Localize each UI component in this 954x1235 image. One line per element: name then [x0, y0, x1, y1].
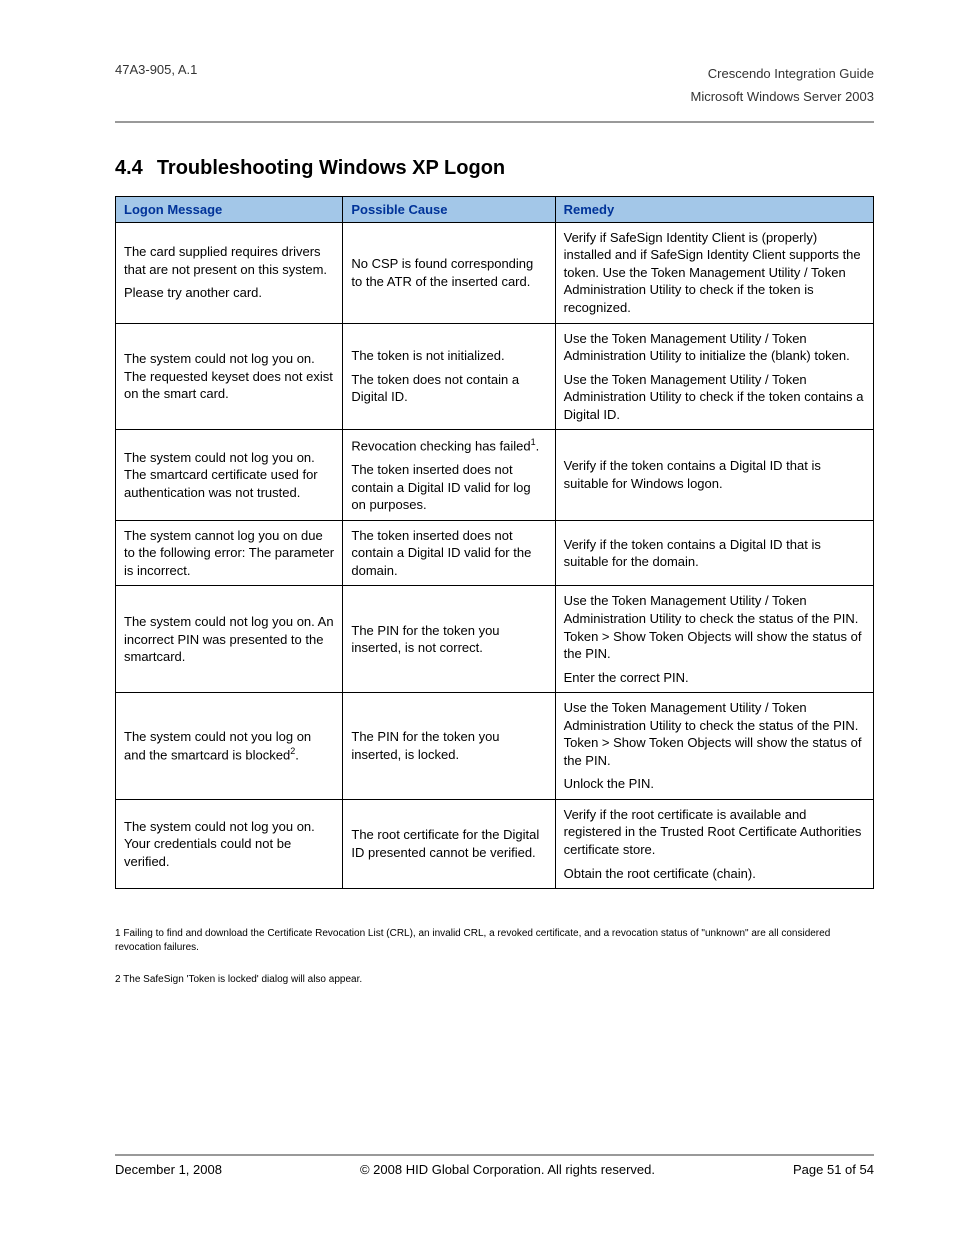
footer-page-number: Page 51 of 54	[793, 1162, 874, 1177]
cell-text: The token is not initialized.	[351, 347, 546, 365]
cell-text: Verify if the token contains a Digital I…	[564, 536, 865, 571]
cell-logon-message: The system could not log you on. An inco…	[116, 586, 343, 693]
cell-logon-message: The system could not log you on. Your cr…	[116, 799, 343, 888]
col-header-remedy: Remedy	[555, 196, 873, 222]
document-page: 47A3-905, A.1 Crescendo Integration Guid…	[0, 0, 954, 1235]
cell-remedy: Verify if the root certificate is availa…	[555, 799, 873, 888]
cell-text: Revocation checking has failed1.	[351, 436, 546, 455]
cell-text: The system cannot log you on due to the …	[124, 527, 334, 580]
table-row: The system cannot log you on due to the …	[116, 520, 874, 586]
footnotes: 1 Failing to find and download the Certi…	[115, 927, 874, 987]
cell-text: Please try another card.	[124, 284, 334, 302]
header-right: Crescendo Integration Guide Microsoft Wi…	[690, 62, 874, 109]
cell-text: The root certificate for the Digital ID …	[351, 826, 546, 861]
troubleshooting-table: Logon Message Possible Cause Remedy The …	[115, 196, 874, 889]
cell-text: The system could not you log on and the …	[124, 728, 334, 764]
cell-possible-cause: The PIN for the token you inserted, is l…	[343, 693, 555, 800]
section-heading: 4.4 Troubleshooting Windows XP Logon	[115, 157, 874, 180]
header-left: 47A3-905, A.1	[115, 62, 197, 109]
cell-possible-cause: No CSP is found corresponding to the ATR…	[343, 222, 555, 323]
cell-possible-cause: The token is not initialized. The token d…	[343, 323, 555, 430]
cell-logon-message: The card supplied requires drivers that …	[116, 222, 343, 323]
cell-text: Use the Token Management Utility / Token…	[564, 371, 865, 424]
cell-remedy: Verify if the token contains a Digital I…	[555, 430, 873, 521]
cell-text: Use the Token Management Utility / Token…	[564, 699, 865, 769]
cell-logon-message: The system could not you log on and the …	[116, 693, 343, 800]
cell-text: No CSP is found corresponding to the ATR…	[351, 255, 546, 290]
col-header-message: Logon Message	[116, 196, 343, 222]
cell-remedy: Use the Token Management Utility / Token…	[555, 586, 873, 693]
table-row: The card supplied requires drivers that …	[116, 222, 874, 323]
cell-remedy: Verify if SafeSign Identity Client is (p…	[555, 222, 873, 323]
table-header-row: Logon Message Possible Cause Remedy	[116, 196, 874, 222]
col-header-cause: Possible Cause	[343, 196, 555, 222]
table-body: The card supplied requires drivers that …	[116, 222, 874, 888]
cell-remedy: Use the Token Management Utility / Token…	[555, 323, 873, 430]
cell-text: The token does not contain a Digital ID.	[351, 371, 546, 406]
page-footer: December 1, 2008 © 2008 HID Global Corpo…	[115, 1156, 874, 1177]
table-row: The system could not log you on. Your cr…	[116, 799, 874, 888]
cell-text: The PIN for the token you inserted, is l…	[351, 728, 546, 763]
cell-possible-cause: Revocation checking has failed1. The toke…	[343, 430, 555, 521]
header-right-line1: Crescendo Integration Guide	[690, 62, 874, 85]
cell-text: The token inserted does not contain a Di…	[351, 527, 546, 580]
cell-text: The system could not log you on. Your cr…	[124, 818, 334, 871]
cell-logon-message: The system cannot log you on due to the …	[116, 520, 343, 586]
cell-text: Enter the correct PIN.	[564, 669, 865, 687]
table-row: The system could not log you on. The sma…	[116, 430, 874, 521]
cell-possible-cause: The root certificate for the Digital ID …	[343, 799, 555, 888]
cell-text: The token inserted does not contain a Di…	[351, 461, 546, 514]
cell-text: Unlock the PIN.	[564, 775, 865, 793]
footnote-2: 2 The SafeSign 'Token is locked' dialog …	[115, 973, 874, 987]
cell-remedy: Use the Token Management Utility / Token…	[555, 693, 873, 800]
cell-text: The system could not log you on. The req…	[124, 350, 334, 403]
cell-text: The card supplied requires drivers that …	[124, 243, 334, 278]
header-right-line2: Microsoft Windows Server 2003	[690, 85, 874, 108]
footer-copyright: © 2008 HID Global Corporation. All right…	[360, 1162, 655, 1177]
table-row: The system could not log you on. An inco…	[116, 586, 874, 693]
cell-logon-message: The system could not log you on. The sma…	[116, 430, 343, 521]
section-title-text: Troubleshooting Windows XP Logon	[157, 157, 505, 179]
cell-text: Verify if the token contains a Digital I…	[564, 457, 865, 492]
cell-text: Use the Token Management Utility / Token…	[564, 592, 865, 662]
footer-date: December 1, 2008	[115, 1162, 222, 1177]
section-number: 4.4	[115, 157, 143, 180]
cell-text: Verify if SafeSign Identity Client is (p…	[564, 229, 865, 317]
cell-text: Obtain the root certificate (chain).	[564, 865, 865, 883]
cell-logon-message: The system could not log you on. The req…	[116, 323, 343, 430]
footnote-1: 1 Failing to find and download the Certi…	[115, 927, 874, 955]
table-row: The system could not log you on. The req…	[116, 323, 874, 430]
page-header: 47A3-905, A.1 Crescendo Integration Guid…	[115, 62, 874, 113]
cell-possible-cause: The token inserted does not contain a Di…	[343, 520, 555, 586]
table-row: The system could not you log on and the …	[116, 693, 874, 800]
cell-text: The system could not log you on. An inco…	[124, 613, 334, 666]
page-footer-container: December 1, 2008 © 2008 HID Global Corpo…	[115, 1154, 874, 1177]
header-rule	[115, 121, 874, 123]
cell-text: Verify if the root certificate is availa…	[564, 806, 865, 859]
cell-remedy: Verify if the token contains a Digital I…	[555, 520, 873, 586]
cell-text: Use the Token Management Utility / Token…	[564, 330, 865, 365]
cell-text: The system could not log you on. The sma…	[124, 449, 334, 502]
cell-text: The PIN for the token you inserted, is n…	[351, 622, 546, 657]
cell-possible-cause: The PIN for the token you inserted, is n…	[343, 586, 555, 693]
